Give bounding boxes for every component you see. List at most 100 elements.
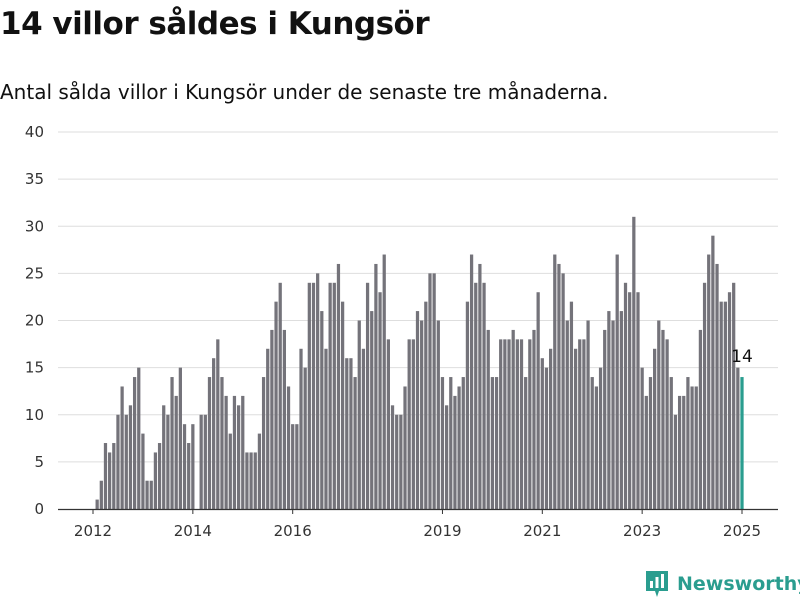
bar	[532, 329, 536, 509]
bar	[228, 433, 232, 509]
bar	[690, 386, 694, 509]
bar	[590, 377, 594, 509]
bar	[511, 329, 515, 509]
bar	[540, 358, 544, 509]
bar	[657, 320, 661, 509]
x-axis: 2012 2014 2016 2019 2021 2023 2025	[58, 508, 778, 540]
bar	[628, 292, 632, 509]
bar	[274, 301, 278, 509]
bar	[278, 282, 282, 509]
bar	[603, 329, 607, 509]
y-tick-label: 25	[25, 264, 44, 282]
bar	[594, 386, 599, 509]
bar	[307, 282, 311, 509]
bar	[723, 301, 727, 509]
bar	[440, 377, 445, 509]
bar	[482, 282, 486, 509]
bar	[702, 282, 707, 509]
annotations: 14	[731, 347, 753, 367]
bar	[395, 414, 399, 509]
bar	[565, 320, 569, 509]
bar	[561, 273, 565, 509]
bar	[490, 377, 495, 509]
x-tick-label: 2019	[423, 522, 461, 540]
bar	[311, 282, 316, 509]
bar	[153, 452, 158, 509]
bar	[536, 292, 540, 509]
bar	[528, 339, 532, 509]
bar	[411, 339, 415, 509]
bar	[519, 339, 524, 509]
bar	[444, 405, 449, 509]
bar	[257, 433, 262, 509]
y-tick-label: 20	[25, 312, 44, 330]
bar-latest	[740, 377, 744, 509]
bar	[336, 263, 341, 509]
bar	[677, 395, 682, 509]
bar	[361, 348, 366, 509]
bar	[370, 311, 374, 509]
bar	[469, 254, 474, 509]
y-tick-label: 40	[25, 123, 44, 141]
bar	[719, 301, 723, 509]
bar	[549, 348, 553, 509]
bar	[132, 377, 137, 509]
bar	[191, 424, 195, 509]
x-tick-label: 2016	[274, 522, 312, 540]
bar	[328, 282, 332, 509]
bar	[116, 414, 120, 509]
bar	[187, 443, 191, 509]
chart-subtitle: Antal sålda villor i Kungsör under de se…	[0, 80, 609, 104]
bar	[266, 348, 270, 509]
bar	[357, 320, 361, 509]
bar	[611, 320, 615, 509]
bar	[282, 329, 286, 509]
bar	[465, 301, 470, 509]
bar	[715, 263, 719, 509]
bar	[232, 395, 237, 509]
y-tick-label: 10	[25, 406, 44, 424]
y-tick-label: 35	[25, 170, 44, 188]
bar	[178, 367, 182, 509]
bar	[141, 433, 145, 509]
bar	[120, 386, 124, 509]
bar	[236, 405, 241, 509]
bar	[124, 414, 128, 509]
bar	[378, 292, 382, 509]
bar	[698, 329, 703, 509]
y-tick-label: 15	[25, 359, 44, 377]
bar	[457, 386, 461, 509]
bar	[707, 254, 711, 509]
bar	[553, 254, 557, 509]
bar	[207, 377, 212, 509]
bar	[515, 339, 519, 509]
bar	[586, 320, 590, 509]
bar	[732, 282, 736, 509]
bar	[682, 395, 686, 509]
bar	[299, 348, 303, 509]
latest-value-label: 14	[731, 347, 753, 367]
bar	[632, 216, 636, 509]
bar	[636, 292, 640, 509]
bar	[112, 443, 116, 509]
bar	[478, 263, 482, 509]
bar	[428, 273, 432, 509]
bar	[157, 443, 162, 509]
bar	[245, 452, 249, 509]
bar	[557, 263, 561, 509]
bar	[95, 499, 99, 509]
bar	[619, 311, 623, 509]
newsworthy-logo[interactable]: Newsworthy	[644, 569, 800, 599]
bar	[578, 339, 582, 509]
bar	[661, 329, 665, 509]
bar	[149, 480, 153, 509]
bar	[507, 339, 511, 509]
bar	[582, 339, 586, 509]
newsworthy-logo-icon	[646, 571, 668, 597]
bar	[615, 254, 619, 509]
bar	[224, 395, 228, 509]
bar	[598, 367, 603, 509]
bar	[349, 358, 353, 509]
bar	[486, 329, 490, 509]
bar	[694, 386, 698, 509]
